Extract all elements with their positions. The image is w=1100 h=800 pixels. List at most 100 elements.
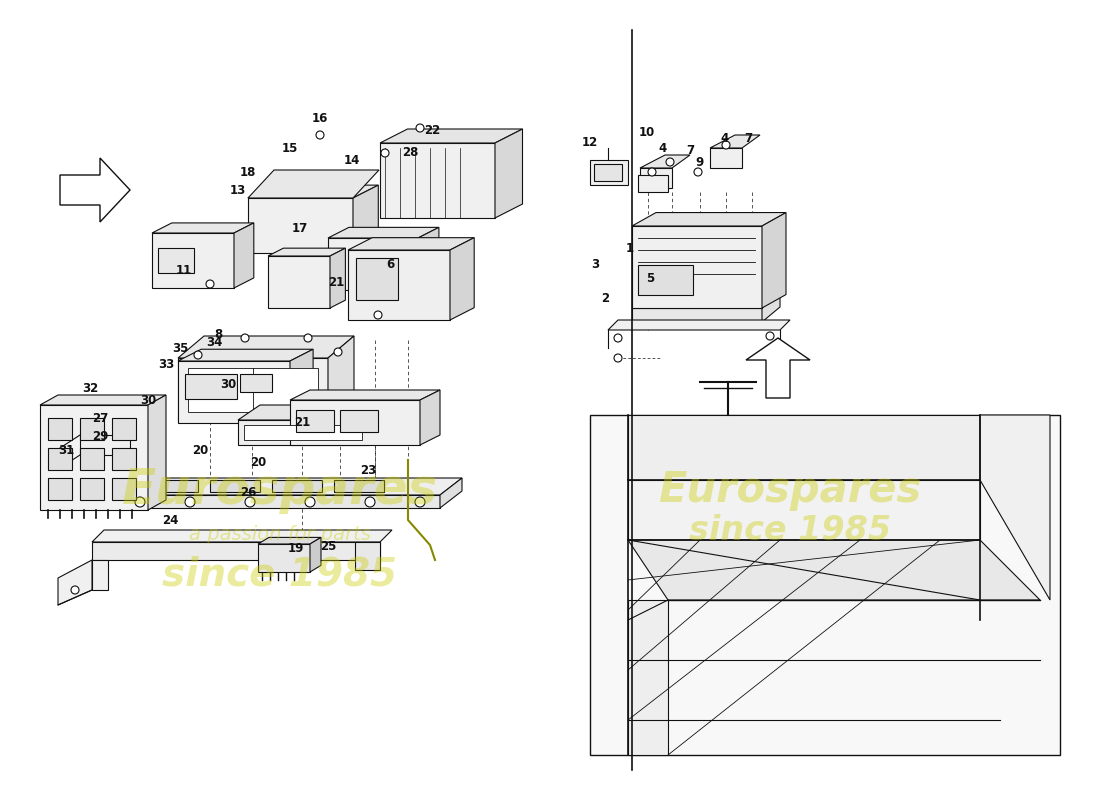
Circle shape — [666, 158, 674, 166]
Text: 27: 27 — [92, 411, 108, 425]
Text: 13: 13 — [230, 183, 246, 197]
Text: 34: 34 — [206, 335, 222, 349]
Text: 33: 33 — [158, 358, 174, 370]
Text: a passion for parts: a passion for parts — [189, 526, 371, 545]
Text: 35: 35 — [172, 342, 188, 354]
Polygon shape — [762, 213, 786, 308]
Polygon shape — [248, 170, 380, 198]
Polygon shape — [328, 238, 418, 290]
Bar — [590, 415, 1060, 755]
Text: Eurospares: Eurospares — [659, 469, 922, 511]
Polygon shape — [628, 480, 980, 540]
Polygon shape — [328, 227, 439, 238]
Text: 4: 4 — [659, 142, 667, 154]
Circle shape — [194, 351, 202, 359]
Polygon shape — [178, 361, 290, 423]
Text: 12: 12 — [582, 137, 598, 150]
Polygon shape — [628, 600, 668, 755]
Circle shape — [381, 149, 389, 157]
Bar — [80, 448, 104, 470]
Circle shape — [374, 311, 382, 319]
Circle shape — [185, 497, 195, 507]
Bar — [340, 410, 378, 432]
Bar — [148, 480, 198, 492]
Polygon shape — [418, 227, 439, 290]
Polygon shape — [152, 233, 234, 288]
Text: 30: 30 — [220, 378, 236, 391]
Polygon shape — [440, 478, 462, 508]
Text: 1: 1 — [626, 242, 634, 254]
Polygon shape — [40, 395, 166, 405]
Polygon shape — [40, 405, 148, 510]
Polygon shape — [420, 390, 440, 445]
Text: 16: 16 — [311, 111, 328, 125]
Bar — [296, 410, 334, 432]
Text: 7: 7 — [686, 143, 694, 157]
Text: 11: 11 — [176, 263, 192, 277]
Polygon shape — [628, 415, 980, 480]
Polygon shape — [353, 185, 378, 253]
Polygon shape — [328, 336, 354, 422]
Polygon shape — [100, 495, 440, 508]
Text: 2: 2 — [601, 291, 609, 305]
Polygon shape — [178, 350, 314, 361]
Text: since 1985: since 1985 — [163, 556, 397, 594]
Text: 6: 6 — [386, 258, 394, 271]
Circle shape — [245, 497, 255, 507]
Text: 28: 28 — [402, 146, 418, 158]
Circle shape — [72, 586, 79, 594]
Polygon shape — [60, 158, 130, 222]
Circle shape — [416, 124, 424, 132]
Polygon shape — [58, 560, 92, 605]
Bar — [48, 478, 72, 500]
Polygon shape — [355, 542, 380, 570]
Bar — [112, 418, 136, 440]
Polygon shape — [148, 395, 166, 510]
Text: 32: 32 — [81, 382, 98, 394]
Polygon shape — [746, 338, 810, 398]
Circle shape — [648, 168, 656, 176]
Circle shape — [206, 280, 214, 288]
Polygon shape — [178, 358, 328, 422]
Polygon shape — [632, 293, 780, 308]
Polygon shape — [290, 390, 440, 400]
Text: 8: 8 — [213, 329, 222, 342]
Text: 20: 20 — [250, 455, 266, 469]
Text: 26: 26 — [240, 486, 256, 498]
Polygon shape — [762, 293, 780, 322]
Polygon shape — [632, 226, 762, 308]
Text: since 1985: since 1985 — [689, 514, 891, 546]
Polygon shape — [248, 185, 378, 198]
Polygon shape — [152, 223, 254, 233]
Text: 15: 15 — [282, 142, 298, 154]
Polygon shape — [495, 129, 522, 218]
Polygon shape — [238, 405, 390, 420]
Polygon shape — [92, 542, 380, 560]
Polygon shape — [188, 368, 318, 412]
Text: 9: 9 — [696, 157, 704, 170]
Polygon shape — [632, 213, 786, 226]
Text: 17: 17 — [292, 222, 308, 234]
Text: 20: 20 — [191, 443, 208, 457]
Bar — [48, 418, 72, 440]
Polygon shape — [632, 308, 762, 322]
Circle shape — [694, 168, 702, 176]
Text: 31: 31 — [58, 443, 74, 457]
Text: 30: 30 — [140, 394, 156, 406]
Text: 18: 18 — [240, 166, 256, 178]
Polygon shape — [450, 238, 474, 320]
Text: 29: 29 — [91, 430, 108, 443]
Bar — [356, 258, 398, 300]
Circle shape — [241, 334, 249, 342]
Polygon shape — [244, 425, 362, 440]
Bar — [158, 248, 194, 273]
Text: 24: 24 — [162, 514, 178, 526]
Text: 14: 14 — [344, 154, 360, 166]
Text: 22: 22 — [424, 123, 440, 137]
Polygon shape — [268, 248, 345, 256]
Bar — [112, 448, 136, 470]
Polygon shape — [310, 538, 321, 572]
Polygon shape — [258, 544, 310, 572]
Circle shape — [614, 334, 622, 342]
Circle shape — [365, 497, 375, 507]
